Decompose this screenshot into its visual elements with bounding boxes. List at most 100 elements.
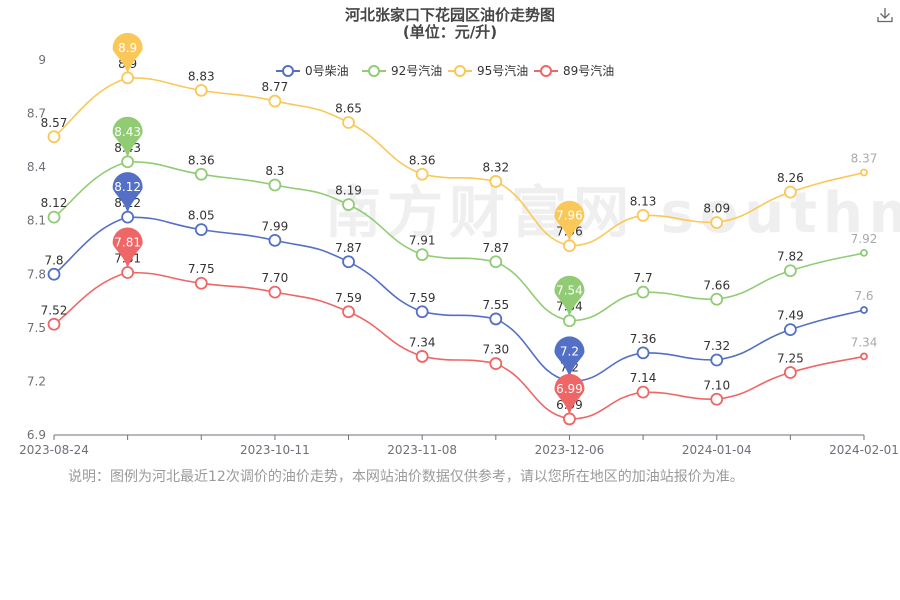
data-point: [489, 312, 503, 326]
data-point: [342, 255, 355, 269]
data-point: [194, 167, 208, 181]
data-point: [47, 210, 61, 224]
data-point: [47, 317, 61, 331]
chart-subtitle: (单位：元/升): [402, 23, 498, 41]
marker-pin: [554, 373, 585, 415]
data-point: [415, 305, 429, 319]
x-tick-label: 2024-01-04: [682, 443, 752, 457]
y-tick-label: 8.7: [27, 107, 46, 121]
data-point: [636, 385, 650, 399]
data-point: [783, 366, 797, 379]
data-point: [268, 233, 282, 247]
legend-item[interactable]: 89号汽油: [534, 63, 614, 78]
y-tick-label: 6.9: [27, 428, 46, 442]
y-tick-label: 8.4: [27, 160, 46, 174]
legend-label: 0号柴油: [305, 64, 349, 78]
data-label: 8.13: [630, 194, 657, 208]
data-point: [860, 306, 868, 314]
data-label: 7.59: [409, 291, 436, 305]
legend-symbol: [454, 65, 466, 77]
data-label: 7.70: [262, 271, 289, 285]
data-point: [342, 198, 355, 212]
data-label: 8.19: [335, 184, 362, 198]
marker-label: 8.9: [118, 41, 137, 55]
marker-label: 7.81: [114, 236, 141, 250]
data-label: 7.99: [262, 219, 289, 233]
legend-label: 95号汽油: [477, 63, 528, 78]
marker-label: 8.12: [114, 180, 141, 194]
data-point: [415, 167, 429, 181]
data-point: [121, 210, 135, 224]
chart-title: 河北张家口下花园区油价走势图: [344, 6, 555, 24]
series-line-3: [53, 271, 865, 420]
data-point: [860, 352, 868, 361]
data-point: [489, 255, 503, 269]
data-label: 8.37: [851, 152, 878, 166]
data-label: 7.91: [409, 234, 436, 248]
data-point: [121, 266, 135, 279]
marker-label: 8.43: [114, 125, 141, 139]
marker-label: 7.96: [556, 209, 583, 223]
y-tick-label: 9: [38, 53, 46, 67]
series-lines: [53, 77, 865, 420]
watermark-text: 南方财富网 southmoney.com: [325, 181, 900, 246]
data-point: [636, 346, 650, 360]
data-point: [268, 94, 282, 108]
legend-item[interactable]: 95号汽油: [448, 63, 528, 78]
watermark: 南方财富网 southmoney.com: [325, 181, 900, 246]
data-label: 8.26: [777, 171, 804, 185]
data-point: [783, 323, 797, 337]
legend-item[interactable]: 92号汽油: [362, 63, 442, 78]
data-point: [194, 83, 208, 97]
data-label: 8.05: [188, 209, 215, 223]
data-point: [268, 178, 282, 192]
data-point: [563, 239, 576, 253]
data-label: 7.32: [703, 339, 730, 353]
data-label: 7.66: [703, 278, 730, 292]
marker-pin: [554, 336, 585, 378]
data-point: [563, 412, 576, 426]
marker-pin: [112, 227, 143, 269]
series-points: [47, 71, 868, 426]
data-label: 8.83: [188, 69, 215, 83]
data-point: [194, 276, 208, 290]
legend-label: 89号汽油: [563, 63, 614, 78]
data-point: [121, 155, 135, 169]
data-point: [194, 223, 208, 237]
marker-pin: [112, 172, 143, 214]
download-icon[interactable]: [876, 6, 894, 24]
data-point: [636, 285, 650, 299]
data-point: [47, 267, 61, 281]
data-point: [489, 357, 503, 370]
marker-pin: [554, 200, 585, 242]
chart-note: 说明：图例为河北最近12次调价的油价走势，本网站油价数据仅供参考，请以您所在地区…: [68, 469, 744, 485]
data-label: 7.7: [634, 271, 653, 285]
marker-pin: [112, 32, 143, 74]
legend[interactable]: 0号柴油 92号汽油 95号汽油 89号汽油: [276, 63, 614, 78]
data-point: [860, 248, 868, 257]
y-tick-label: 7.8: [27, 267, 46, 281]
max-min-markers: 8.12 7.2 8.43 7.54 8.9 7.96 7.81 6.99: [112, 32, 585, 415]
data-label: 8.57: [41, 116, 68, 130]
data-label: 7.14: [630, 371, 657, 385]
x-tick-label: 2023-12-06: [535, 443, 605, 457]
data-label: 8.32: [482, 160, 509, 174]
marker-label: 7.54: [556, 284, 583, 298]
data-label: 7.36: [630, 332, 657, 346]
data-label: 7.52: [41, 303, 68, 317]
data-point: [710, 353, 724, 367]
x-tick-label: 2023-08-24: [19, 443, 89, 457]
data-label: 7.30: [482, 343, 509, 357]
data-point: [415, 350, 429, 363]
data-point: [121, 71, 135, 85]
data-point: [268, 285, 282, 299]
data-point: [342, 116, 355, 129]
legend-item[interactable]: 0号柴油: [276, 64, 349, 78]
data-label: 8.36: [188, 153, 215, 167]
x-tick-label: 2024-02-01: [829, 443, 899, 457]
data-point: [860, 168, 868, 177]
y-tick-label: 7.2: [27, 374, 46, 388]
data-label: 7.34: [851, 335, 878, 349]
data-label: 7.34: [409, 335, 436, 349]
